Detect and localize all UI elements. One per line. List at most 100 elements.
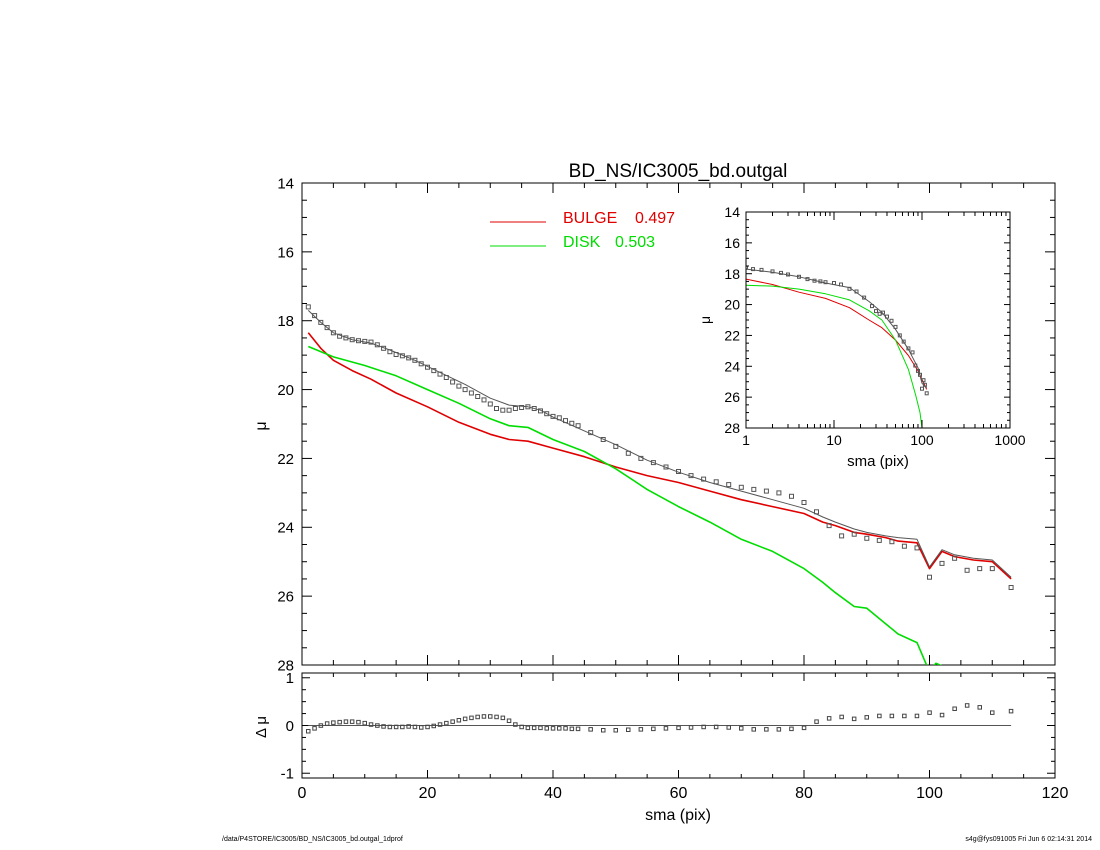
inset-data-point bbox=[759, 267, 764, 272]
main-data-point bbox=[500, 407, 506, 413]
residual-residual-point bbox=[406, 724, 411, 729]
footer-timestamp: s4g@fys091005 Fri Jun 6 02:14:31 2014 bbox=[965, 836, 1092, 843]
residual-residual-point bbox=[651, 726, 656, 732]
main-data-point bbox=[676, 469, 681, 474]
residual-residual-point bbox=[713, 724, 719, 730]
main-data-point bbox=[425, 364, 430, 370]
legend: BULGE 0.497 DISK 0.503 bbox=[490, 210, 675, 251]
residual-residual-point bbox=[538, 725, 543, 731]
inset-x-tick-label: 1000 bbox=[994, 432, 1025, 448]
residual-x-tick-label: 60 bbox=[670, 785, 688, 802]
residual-residual-point bbox=[952, 706, 957, 711]
inset-data-point bbox=[874, 309, 878, 314]
residual-residual-point bbox=[494, 714, 499, 720]
residual-residual-point bbox=[431, 723, 436, 729]
residual-residual-point bbox=[663, 726, 669, 731]
main-data-point bbox=[864, 535, 870, 541]
main-data-point bbox=[487, 401, 493, 407]
residual-residual-point bbox=[764, 727, 769, 732]
residual-x-tick-label: 0 bbox=[298, 785, 307, 802]
residual-residual-point bbox=[525, 725, 531, 731]
residual-residual-point bbox=[638, 727, 644, 732]
main-y-tick-label: 16 bbox=[277, 244, 294, 261]
main-y-tick-label: 28 bbox=[277, 657, 294, 674]
residual-residual-point bbox=[939, 712, 945, 718]
residual-residual-point bbox=[789, 726, 794, 732]
residual-residual-point bbox=[356, 719, 361, 725]
main-data-point bbox=[475, 394, 481, 399]
main-data-point bbox=[531, 406, 537, 411]
main-data-point bbox=[638, 455, 644, 461]
main-data-point bbox=[763, 488, 769, 494]
inset-data-point bbox=[924, 391, 929, 396]
legend-bulge-value: 0.497 bbox=[635, 210, 675, 227]
main-data-point bbox=[525, 404, 531, 410]
main-data-point bbox=[512, 406, 518, 411]
residual-residual-point bbox=[575, 726, 581, 732]
main-data-point bbox=[701, 476, 707, 482]
main-data-point bbox=[989, 566, 995, 572]
inset-data-point bbox=[893, 324, 898, 329]
residual-residual-point bbox=[1008, 708, 1014, 714]
residual-residual-point bbox=[306, 729, 311, 734]
main-data-point bbox=[462, 387, 468, 393]
residual-residual-point bbox=[776, 727, 782, 732]
inset-x-ticks: 1 10 100 1000 bbox=[742, 212, 1026, 448]
main-data-point bbox=[789, 493, 794, 499]
main-data-point bbox=[544, 411, 550, 417]
main-data-point bbox=[393, 352, 399, 357]
residual-residual-point bbox=[601, 728, 606, 733]
residual-residual-point bbox=[387, 724, 393, 730]
inset-data-point bbox=[918, 372, 922, 377]
inset-data-point bbox=[916, 368, 920, 373]
main-data-point bbox=[337, 333, 343, 339]
residual-residual-point bbox=[519, 724, 524, 730]
residual-residual-point bbox=[425, 724, 430, 730]
residual-residual-point bbox=[513, 722, 518, 727]
main-bulge-line bbox=[307, 332, 1012, 580]
residual-residual-point bbox=[318, 723, 324, 728]
inset-data-point bbox=[854, 289, 859, 294]
residual-residual-point bbox=[450, 719, 455, 724]
residual-residual-point bbox=[839, 714, 844, 720]
residual-residual-point bbox=[488, 714, 493, 719]
residual-residual-point bbox=[739, 726, 744, 731]
main-data-point bbox=[362, 338, 368, 344]
main-data-point bbox=[851, 531, 857, 537]
legend-disk-value: 0.503 bbox=[615, 234, 655, 251]
main-data-point bbox=[456, 383, 462, 389]
main-data-point bbox=[927, 574, 932, 580]
main-data-point bbox=[324, 325, 330, 331]
inset-data-point bbox=[921, 378, 926, 383]
inset-series bbox=[746, 265, 929, 428]
main-data-point bbox=[349, 337, 355, 343]
inset-data-point bbox=[885, 314, 889, 319]
inset-data-point bbox=[847, 286, 852, 291]
residual-residual-point bbox=[393, 724, 399, 730]
main-data-point bbox=[330, 330, 336, 336]
inset-x-tick-label: 10 bbox=[826, 432, 842, 448]
residual-y-label: Δ μ bbox=[253, 716, 270, 738]
main-data-point bbox=[519, 405, 525, 410]
main-title: BD_NS/IC3005_bd.outgal bbox=[569, 161, 788, 182]
main-panel: BD_NS/IC3005_bd.outgal μ 14 16 18 20 22 24 26 2… bbox=[253, 161, 1056, 674]
inset-data-point bbox=[797, 274, 801, 279]
residual-residual-point bbox=[889, 713, 895, 719]
residual-residual-point bbox=[626, 727, 631, 732]
residual-residual-point bbox=[375, 723, 380, 728]
residual-x-label: sma (pix) bbox=[645, 807, 711, 824]
main-data-point bbox=[443, 375, 449, 380]
main-data-point bbox=[801, 500, 807, 505]
inset-data-point bbox=[862, 295, 867, 300]
main-data-point bbox=[494, 406, 499, 411]
inset-data-point bbox=[910, 350, 915, 355]
inset-x-tick-label: 1 bbox=[742, 432, 750, 448]
residual-residual-point bbox=[977, 705, 982, 710]
legend-disk-label: DISK bbox=[563, 234, 601, 251]
residual-x-tick-label: 120 bbox=[1042, 785, 1069, 802]
residual-x-tick-label: 100 bbox=[916, 785, 943, 802]
inset-bulge-line bbox=[746, 278, 928, 390]
main-data-point bbox=[650, 460, 656, 466]
inset-data-point bbox=[881, 310, 885, 315]
residual-panel: Δ μ sma (pix) -101 0 20 40 60 80 100 120 bbox=[253, 670, 1068, 824]
